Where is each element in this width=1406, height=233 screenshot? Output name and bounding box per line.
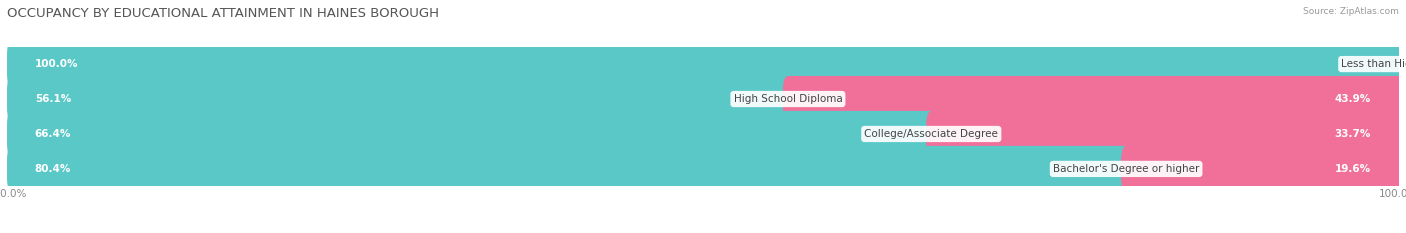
Text: 100.0%: 100.0% — [35, 59, 79, 69]
Text: Less than High School: Less than High School — [1341, 59, 1406, 69]
FancyBboxPatch shape — [7, 41, 1405, 87]
FancyBboxPatch shape — [7, 47, 1399, 82]
Text: Bachelor's Degree or higher: Bachelor's Degree or higher — [1053, 164, 1199, 174]
FancyBboxPatch shape — [7, 116, 1399, 151]
Text: 66.4%: 66.4% — [35, 129, 72, 139]
FancyBboxPatch shape — [927, 111, 1406, 157]
FancyBboxPatch shape — [7, 111, 936, 157]
FancyBboxPatch shape — [7, 76, 793, 122]
Text: College/Associate Degree: College/Associate Degree — [865, 129, 998, 139]
Text: OCCUPANCY BY EDUCATIONAL ATTAINMENT IN HAINES BOROUGH: OCCUPANCY BY EDUCATIONAL ATTAINMENT IN H… — [7, 7, 439, 20]
FancyBboxPatch shape — [7, 82, 1399, 116]
Text: 33.7%: 33.7% — [1334, 129, 1371, 139]
FancyBboxPatch shape — [783, 76, 1405, 122]
FancyBboxPatch shape — [7, 151, 1399, 186]
Text: Source: ZipAtlas.com: Source: ZipAtlas.com — [1303, 7, 1399, 16]
Text: 43.9%: 43.9% — [1334, 94, 1371, 104]
Text: 56.1%: 56.1% — [35, 94, 72, 104]
Text: 80.4%: 80.4% — [35, 164, 72, 174]
Text: 19.6%: 19.6% — [1336, 164, 1371, 174]
FancyBboxPatch shape — [7, 146, 1132, 192]
Text: High School Diploma: High School Diploma — [734, 94, 842, 104]
FancyBboxPatch shape — [1121, 146, 1405, 192]
